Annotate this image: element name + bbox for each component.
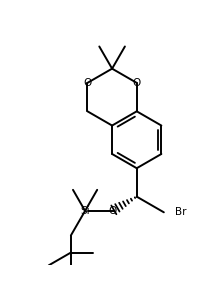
Text: O: O (83, 78, 92, 88)
Text: Si: Si (80, 206, 90, 216)
Text: O: O (108, 206, 116, 216)
Text: O: O (133, 78, 141, 88)
Text: Br: Br (175, 207, 186, 217)
